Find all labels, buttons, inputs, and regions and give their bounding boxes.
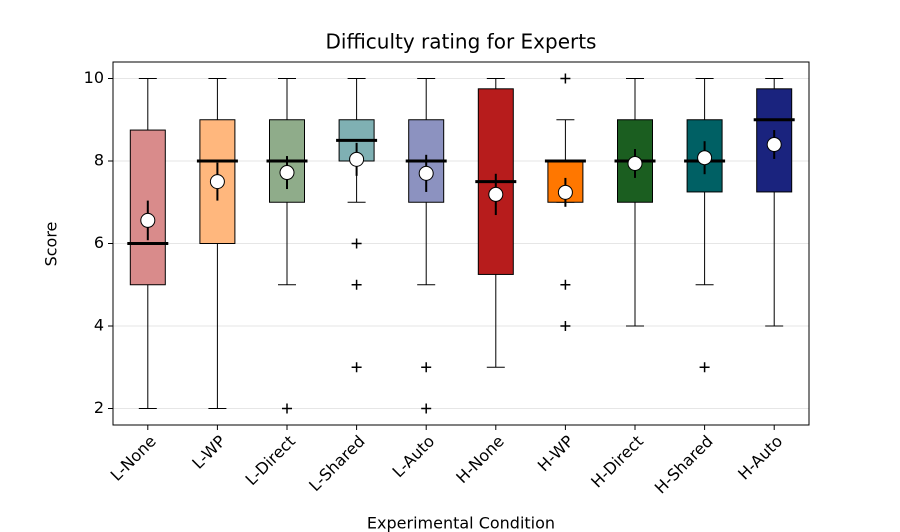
y-tick-label: 10	[84, 68, 104, 87]
outlier	[351, 279, 362, 290]
outlier	[560, 321, 571, 331]
mean-marker	[697, 150, 713, 166]
outlier	[560, 73, 571, 84]
outlier	[351, 362, 362, 373]
box	[686, 119, 723, 193]
outlier	[560, 279, 571, 290]
mean-marker	[627, 155, 643, 171]
mean-marker	[766, 137, 782, 152]
y-tick-label: 2	[94, 398, 104, 417]
mean-marker	[209, 174, 225, 190]
mean-marker	[279, 165, 295, 181]
y-tick-label: 6	[94, 233, 104, 252]
mean-marker	[349, 151, 365, 167]
outlier	[282, 403, 292, 414]
x-axis-label: Experimental Condition	[367, 514, 555, 532]
mean-marker	[557, 184, 573, 200]
y-tick-label: 8	[94, 151, 104, 170]
plot-frame	[112, 61, 810, 426]
outlier	[351, 238, 362, 249]
y-axis-label: Score	[42, 222, 61, 267]
mean-marker	[488, 186, 504, 202]
outlier	[421, 403, 432, 414]
chart-title: Difficulty rating for Experts	[326, 30, 597, 54]
outlier	[699, 362, 710, 373]
mean-marker	[418, 165, 434, 181]
mean-marker	[140, 212, 156, 228]
outlier	[421, 362, 432, 373]
y-tick-label: 4	[94, 316, 104, 335]
